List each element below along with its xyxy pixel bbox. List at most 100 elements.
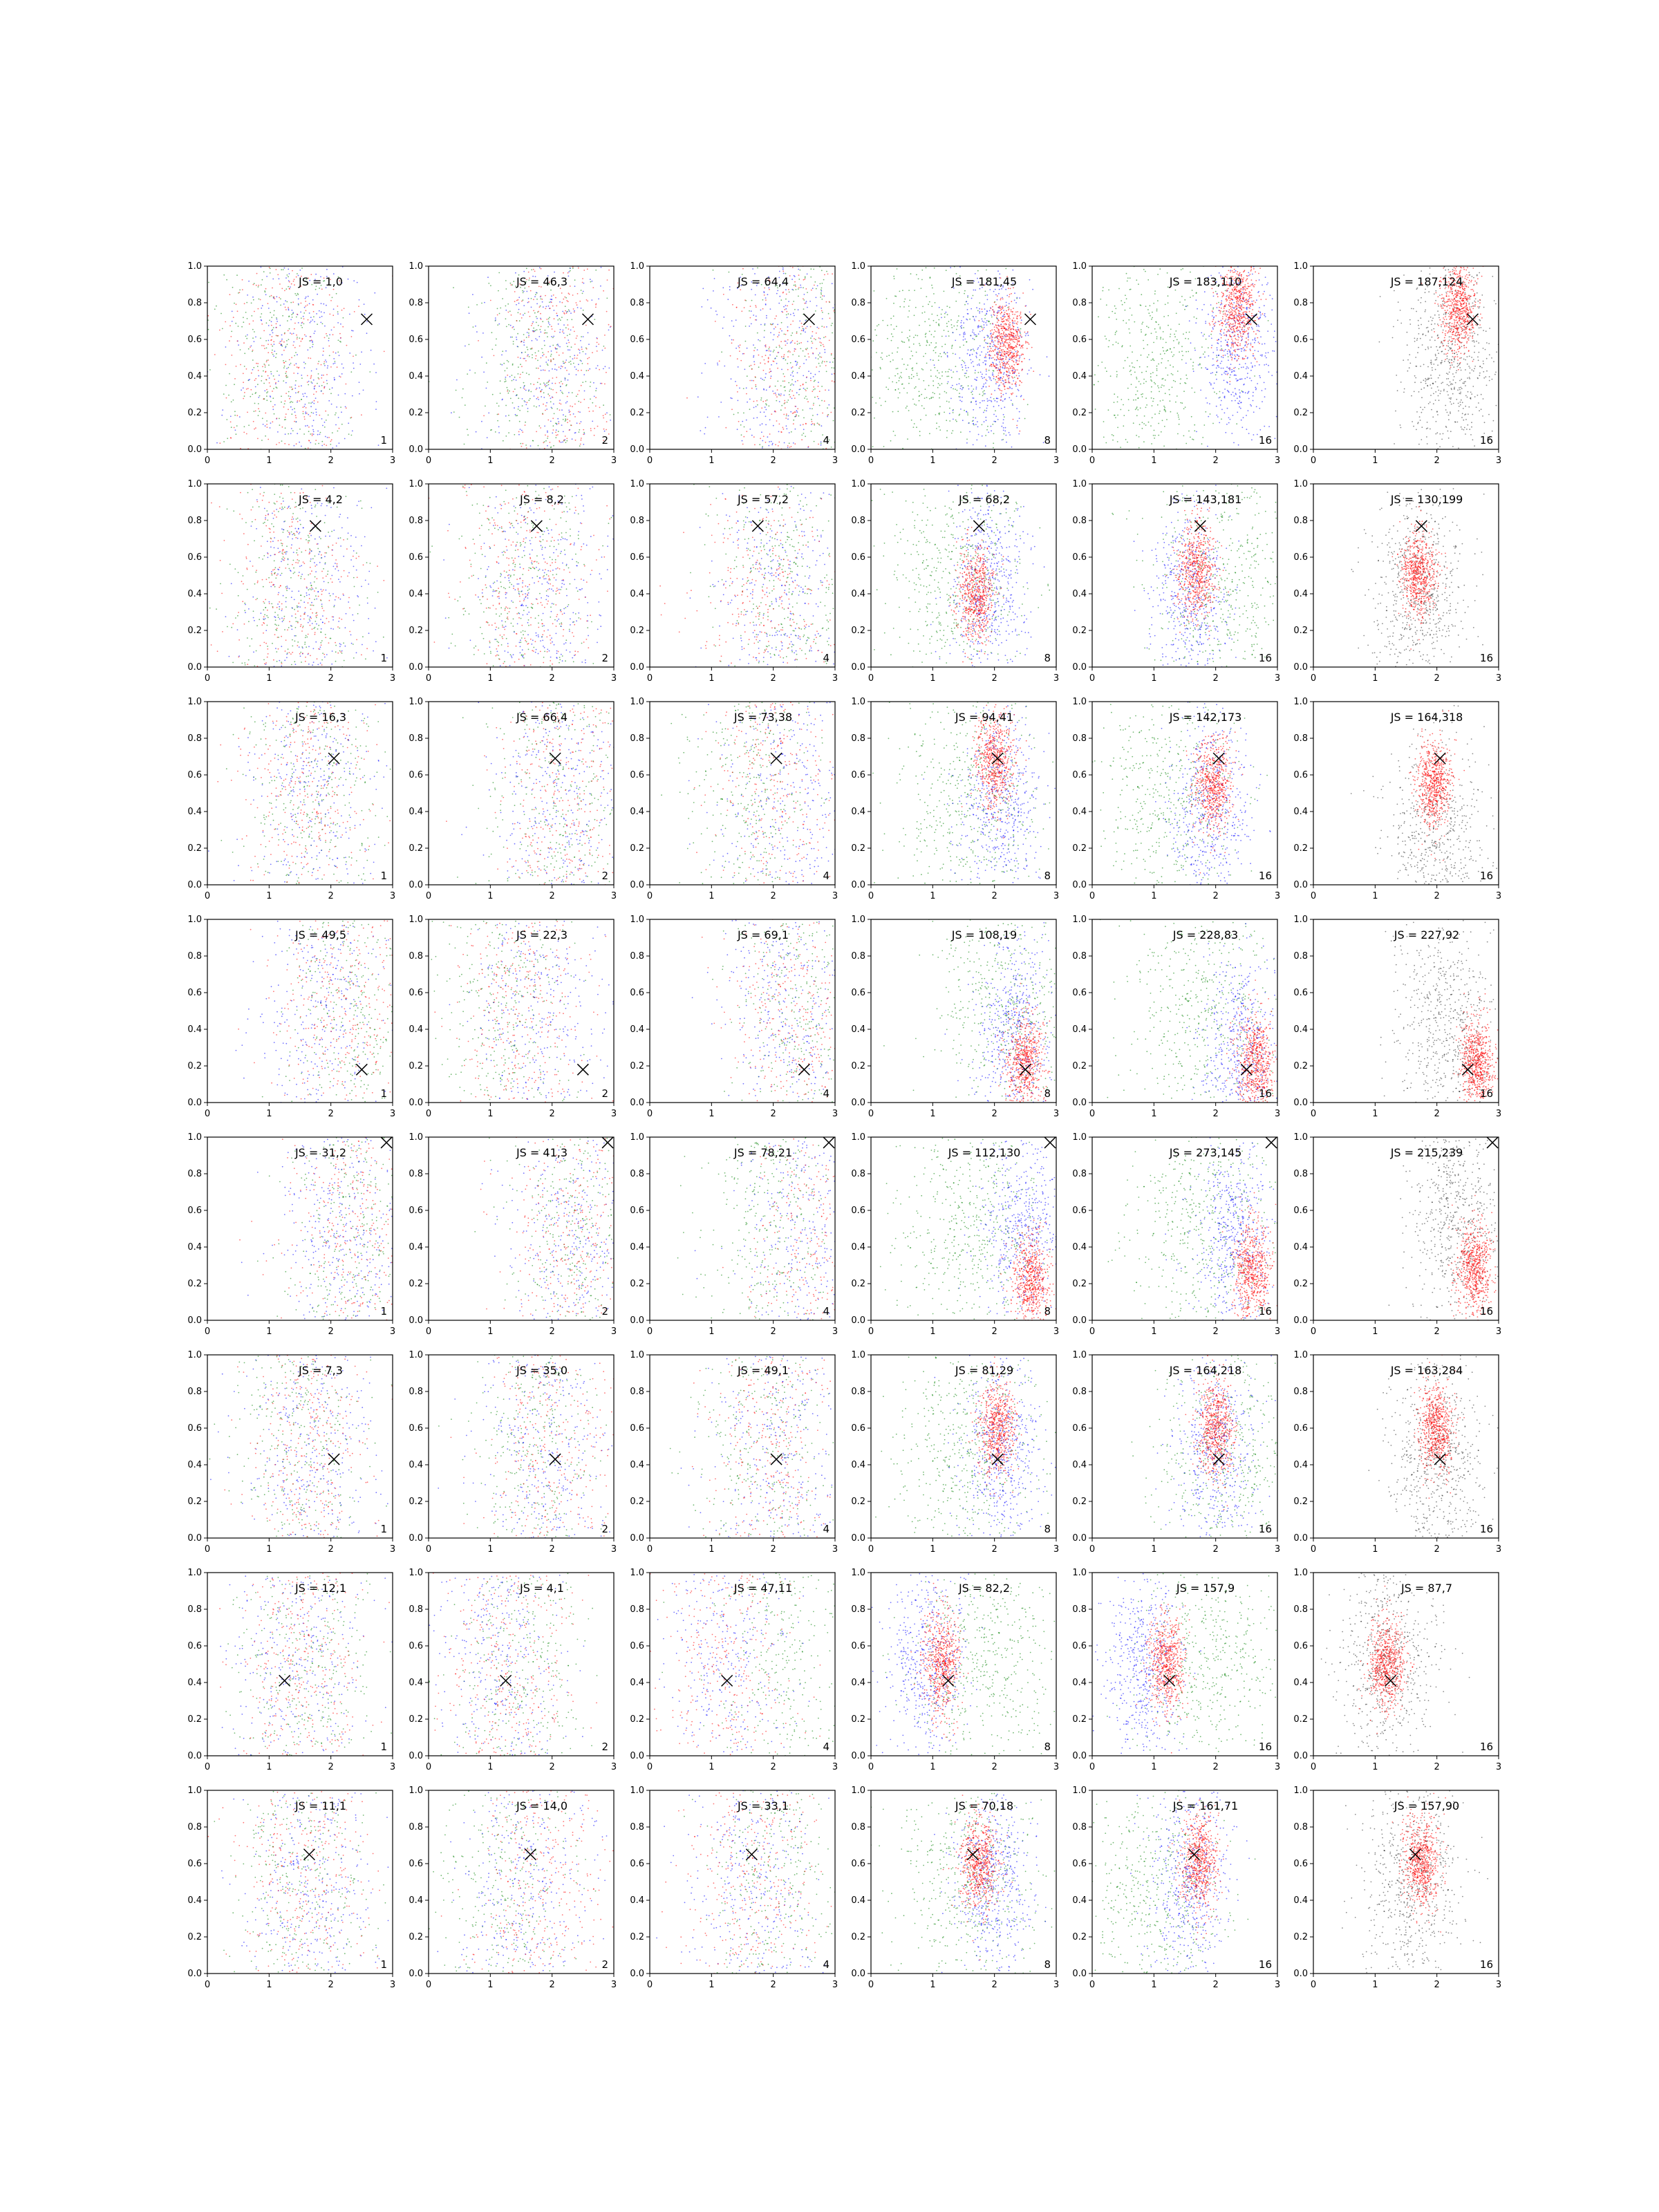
red-point (581, 348, 583, 350)
green-point (243, 395, 245, 397)
y-tick-label: 0.4 (630, 371, 644, 382)
green-point (800, 348, 802, 350)
red-point (751, 387, 753, 389)
blue-point (1249, 308, 1250, 309)
green-point (938, 325, 940, 326)
blue-point (1012, 282, 1014, 284)
red-point (1233, 296, 1235, 297)
blue-point (270, 422, 272, 424)
blue-point (952, 332, 954, 334)
blue-point (561, 424, 563, 426)
green-point (234, 384, 235, 386)
red-point (517, 357, 519, 358)
blue-point (975, 334, 977, 336)
blue-point (1241, 378, 1243, 380)
green-point (1229, 377, 1230, 378)
green-point (1151, 405, 1153, 406)
red-point (323, 277, 325, 279)
red-point (749, 306, 751, 307)
green-point (548, 283, 550, 285)
red-point (297, 400, 299, 402)
blue-point (299, 269, 301, 271)
red-point (1008, 296, 1010, 298)
red-point (769, 368, 771, 370)
green-point (908, 329, 910, 331)
blue-point (985, 353, 987, 355)
green-point (225, 384, 227, 386)
red-point (802, 424, 804, 426)
blue-point (472, 294, 474, 295)
green-point (822, 312, 823, 313)
red-point (543, 403, 544, 405)
blue-point (974, 319, 976, 321)
green-point (512, 343, 514, 345)
blue-point (518, 406, 519, 408)
blue-point (261, 305, 263, 307)
red-point (816, 395, 818, 397)
red-point (768, 350, 770, 352)
blue-point (983, 400, 985, 402)
blue-point (562, 329, 564, 331)
blue-point (1009, 397, 1011, 399)
green-point (944, 316, 946, 318)
blue-point (986, 312, 988, 315)
red-point (595, 303, 597, 305)
red-point (250, 372, 252, 374)
blue-point (1221, 278, 1222, 279)
green-point (914, 403, 915, 405)
blue-point (967, 295, 968, 297)
blue-point (976, 439, 978, 441)
green-point (1141, 396, 1143, 397)
green-point (509, 397, 512, 400)
red-point (1009, 288, 1011, 290)
blue-point (270, 373, 272, 375)
green-point (546, 382, 547, 384)
blue-point (582, 290, 584, 292)
blue-point (981, 435, 983, 437)
blue-point (1222, 285, 1224, 287)
blue-point (740, 276, 742, 278)
red-point (300, 340, 302, 342)
green-point (252, 299, 254, 301)
green-point (963, 327, 964, 328)
red-point (1018, 344, 1020, 346)
green-point (253, 411, 255, 412)
green-point (825, 371, 827, 373)
green-point (939, 406, 941, 408)
red-point (818, 391, 821, 393)
green-point (906, 405, 908, 407)
red-point (812, 391, 814, 393)
green-point (1138, 447, 1140, 449)
blue-point (272, 332, 274, 334)
blue-point (983, 321, 985, 323)
blue-point (986, 299, 988, 301)
red-point (742, 268, 744, 270)
red-point (996, 356, 998, 358)
red-point (1017, 339, 1018, 341)
blue-point (1262, 401, 1263, 402)
green-point (1190, 358, 1192, 360)
green-point (498, 405, 500, 407)
blue-point (785, 308, 787, 310)
red-point (1000, 399, 1002, 401)
blue-point (1256, 433, 1258, 435)
blue-point (1224, 388, 1226, 390)
panel-r1-c2: 0 1 2 30.00.20.40.60.81.0JS = 46,32 (409, 261, 617, 466)
green-point (887, 337, 888, 339)
green-point (977, 371, 980, 373)
green-point (991, 316, 993, 318)
green-point (291, 314, 293, 315)
red-point (1018, 360, 1020, 362)
blue-point (1230, 356, 1232, 358)
green-point (806, 398, 808, 400)
green-point (1130, 369, 1132, 371)
red-point (295, 443, 297, 445)
green-point (923, 379, 925, 382)
green-point (265, 435, 266, 437)
red-point (1010, 335, 1012, 337)
blue-point (1226, 295, 1228, 297)
red-point (1018, 328, 1020, 330)
blue-point (297, 274, 299, 276)
blue-point (966, 442, 968, 444)
